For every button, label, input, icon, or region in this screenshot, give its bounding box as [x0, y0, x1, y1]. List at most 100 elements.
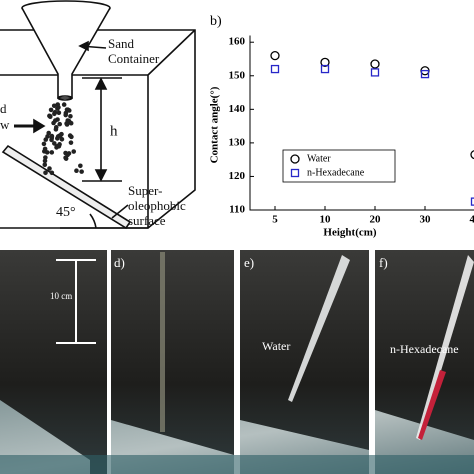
panel-label: e) [244, 255, 254, 270]
point [420, 69, 430, 79]
height-marker [82, 77, 122, 182]
funnel-spout [57, 95, 73, 101]
sand-particle [57, 121, 63, 127]
y-tick-label: 120 [229, 170, 246, 182]
sand-particle [68, 140, 74, 145]
scale-bar [56, 259, 96, 344]
point [370, 59, 380, 69]
point [320, 57, 330, 67]
sand-particle [43, 170, 48, 176]
sand-particle [51, 103, 57, 109]
caption: Water [262, 339, 290, 353]
x-tick-label: 40 [470, 214, 474, 226]
sand-particle [55, 102, 61, 107]
label: d [0, 101, 7, 116]
y-tick-label: 160 [229, 36, 246, 48]
label: 45° [56, 205, 76, 220]
sand-particle [59, 137, 65, 142]
y-tick-label: 140 [229, 103, 246, 115]
sand-particle [42, 162, 48, 168]
sand-particle [56, 143, 62, 149]
legend-label: Water [307, 153, 331, 164]
panel-label: f) [379, 255, 388, 270]
panel-label: d) [114, 255, 125, 270]
sand-particle [71, 149, 77, 154]
sand-particle [74, 168, 79, 174]
dyed-liquid [418, 370, 446, 440]
sand-particle [78, 163, 83, 169]
panel-label: b) [210, 14, 222, 29]
sand-particles [41, 102, 84, 176]
sand-particle [66, 108, 72, 113]
point [320, 64, 330, 74]
arrow-head [78, 40, 89, 52]
y-tick-label: 130 [229, 136, 246, 148]
point [470, 150, 474, 160]
sand-particle [55, 136, 60, 141]
point [290, 168, 300, 178]
sand-particle [42, 146, 48, 152]
sand-particle [68, 120, 74, 126]
sand-particle [79, 169, 84, 174]
point [470, 197, 474, 206]
y-axis-label: Contact angle(°) [209, 86, 221, 163]
sand-particle [49, 170, 55, 176]
x-tick-label: 5 [272, 214, 278, 226]
sand-particle [65, 152, 70, 158]
x-tick-label: 10 [320, 214, 332, 226]
point [270, 50, 280, 61]
label: h [110, 123, 118, 139]
label: oleophobic [128, 198, 186, 213]
pointer [111, 204, 129, 219]
label: Super- [128, 183, 162, 198]
caption: n-Hexadecane [390, 342, 459, 356]
x-tick-label: 20 [370, 214, 382, 226]
diagram [0, 0, 196, 230]
sand-particle [43, 137, 49, 142]
sand-particle [49, 135, 55, 141]
point [270, 64, 280, 74]
sand-particle [42, 158, 48, 164]
sand-particle [68, 113, 73, 119]
legend-box [282, 149, 396, 183]
sand-particle [49, 150, 55, 155]
label: w [0, 117, 10, 132]
sand-particle [47, 166, 52, 171]
sand-particle [53, 125, 59, 130]
chart: b) Height(cm) Contact angle(°) 110 120 130… [209, 14, 474, 239]
angle-marker [60, 213, 148, 229]
sand-particle [69, 134, 74, 140]
sand-particle [48, 107, 54, 113]
arrow-head [33, 118, 46, 134]
sand-particle [52, 141, 57, 146]
sand-particle [52, 118, 58, 123]
sand-particle [46, 130, 51, 136]
sand-particle [61, 102, 67, 107]
axes-frame [249, 35, 474, 211]
water-tank [0, 455, 474, 474]
point [290, 154, 300, 164]
sand-particle [55, 106, 60, 111]
sand-particle [43, 155, 48, 160]
y-tick-label: 110 [229, 204, 245, 216]
label: Sand [108, 36, 135, 51]
point [370, 68, 380, 77]
sand-particle [63, 110, 69, 116]
arrow-head [94, 77, 108, 182]
sand-particle [56, 110, 62, 115]
pipette [416, 255, 474, 440]
x-axis-label: Height(cm) [323, 227, 376, 239]
legend-label: n-Hexadecane [307, 167, 365, 178]
label: surface [128, 213, 166, 228]
sand-particle [41, 141, 47, 147]
label: Container [108, 51, 160, 66]
funnel [21, 7, 111, 99]
sand-particle [52, 111, 57, 117]
photo-panels: 10 cm d) e) f) Water n-Hexadecane [0, 250, 474, 474]
y-tick-label: 150 [229, 69, 246, 81]
sand-particle [65, 118, 71, 123]
scale-label: 10 cm [50, 291, 72, 301]
sand-particle [44, 150, 50, 155]
pipette [288, 255, 350, 402]
